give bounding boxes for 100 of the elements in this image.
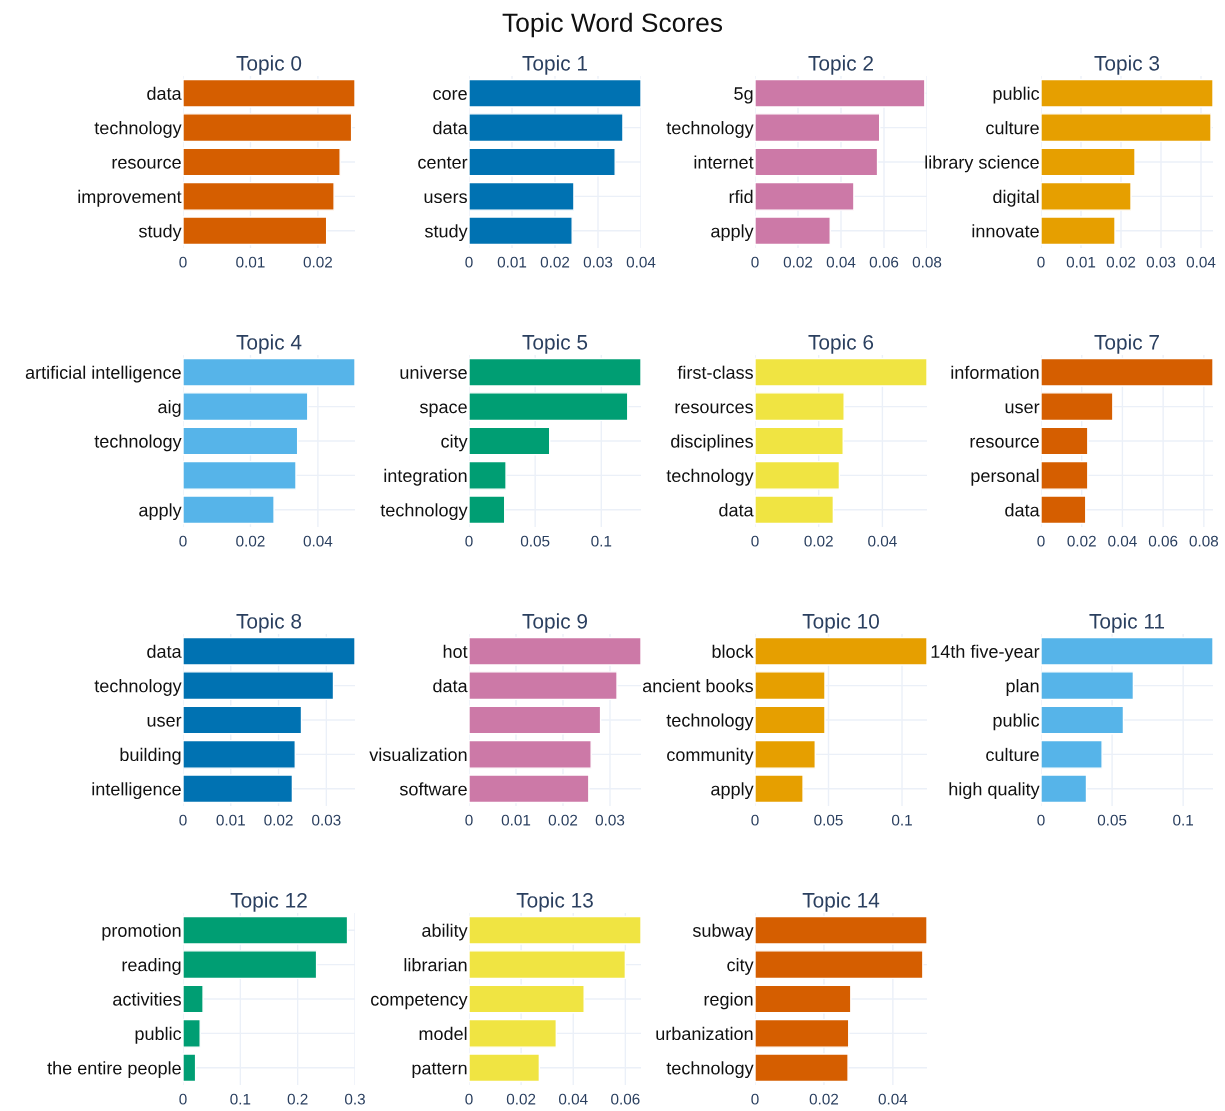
x-tick-label: 0 bbox=[465, 256, 473, 268]
x-tick-label: 0.05 bbox=[814, 814, 843, 826]
y-tick-label: technology bbox=[666, 468, 754, 486]
x-tick-label: 0 bbox=[1037, 814, 1045, 826]
bar bbox=[755, 1053, 849, 1083]
chart-title: Topic 0 bbox=[236, 55, 302, 75]
x-tick-label: 0.03 bbox=[595, 814, 625, 826]
y-tick-label: space bbox=[419, 403, 467, 417]
bar bbox=[1041, 78, 1213, 108]
y-tick-label: universe bbox=[400, 365, 467, 379]
y-tick-label: integration bbox=[384, 468, 467, 486]
y-tick-label: technology bbox=[94, 121, 182, 138]
y-tick-label: culture bbox=[986, 121, 1039, 135]
bar bbox=[183, 113, 353, 143]
y-tick-label: 5g bbox=[734, 87, 753, 104]
x-tick-label: 0.01 bbox=[1066, 256, 1096, 268]
x-tick-label: 0.1 bbox=[230, 1093, 251, 1105]
chart-title: Topic 7 bbox=[1094, 334, 1159, 354]
x-tick-label: 0.06 bbox=[869, 256, 899, 268]
bar bbox=[1041, 671, 1135, 701]
y-tick-label: data bbox=[1005, 503, 1040, 517]
bar bbox=[469, 181, 575, 211]
x-tick-label: 0 bbox=[1037, 256, 1045, 268]
bar bbox=[755, 1018, 850, 1048]
bar bbox=[183, 774, 294, 804]
bar bbox=[183, 426, 299, 456]
bar bbox=[469, 1018, 557, 1048]
chart-title: Topic 12 bbox=[230, 892, 307, 912]
y-tick-label: hot bbox=[443, 644, 468, 658]
x-tick-label: 0.01 bbox=[501, 814, 531, 826]
bar bbox=[1041, 113, 1212, 143]
bar bbox=[755, 984, 852, 1014]
chart-title: Topic 11 bbox=[1089, 613, 1165, 633]
y-tick-label: plan bbox=[1006, 679, 1039, 696]
x-tick-label: 0.02 bbox=[1106, 256, 1136, 268]
x-tick-label: 0 bbox=[465, 535, 473, 547]
x-tick-label: 0.06 bbox=[1148, 535, 1178, 547]
x-tick-label: 0 bbox=[179, 256, 187, 268]
bar bbox=[183, 181, 335, 211]
bar bbox=[755, 460, 841, 490]
bar bbox=[469, 915, 641, 945]
x-tick-label: 0.05 bbox=[520, 535, 550, 547]
y-tick-label: building bbox=[120, 747, 181, 765]
bar bbox=[755, 774, 804, 804]
bar bbox=[183, 705, 303, 735]
bar bbox=[755, 705, 826, 735]
chart-title: Topic 3 bbox=[1094, 55, 1160, 75]
x-tick-label: 0 bbox=[465, 814, 473, 826]
x-tick-label: 0.04 bbox=[868, 535, 897, 547]
bar bbox=[755, 739, 816, 769]
y-tick-label: core bbox=[433, 90, 467, 100]
x-tick-label: 0 bbox=[751, 535, 759, 547]
x-tick-label: 0.08 bbox=[912, 256, 942, 268]
x-tick-label: 0.02 bbox=[809, 1093, 839, 1105]
y-tick-label: data bbox=[433, 679, 468, 693]
bar bbox=[469, 426, 551, 456]
bar bbox=[183, 147, 341, 177]
bar bbox=[469, 357, 641, 387]
x-tick-label: 0.03 bbox=[583, 256, 613, 268]
y-tick-label: apply bbox=[711, 782, 754, 800]
y-tick-label: study bbox=[138, 224, 182, 242]
y-tick-label: urbanization bbox=[656, 1026, 753, 1041]
x-tick-label: 0.02 bbox=[506, 1093, 536, 1105]
y-tick-label: high quality bbox=[949, 782, 1040, 800]
bar bbox=[1041, 495, 1087, 525]
y-tick-label: technology bbox=[380, 503, 468, 521]
bar bbox=[183, 950, 318, 980]
y-tick-label: city bbox=[441, 434, 468, 452]
bar bbox=[469, 984, 585, 1014]
y-tick-label: ability bbox=[422, 923, 468, 941]
chart-title: Topic 14 bbox=[802, 892, 880, 912]
bar bbox=[469, 705, 602, 735]
y-tick-label: apply bbox=[711, 224, 754, 242]
bar bbox=[1041, 216, 1116, 246]
x-tick-label: 0 bbox=[179, 1093, 187, 1105]
bar bbox=[755, 426, 844, 456]
y-tick-label: technology bbox=[94, 679, 182, 696]
bar bbox=[1041, 774, 1088, 804]
y-tick-label: user bbox=[1005, 403, 1040, 414]
bar bbox=[469, 392, 629, 422]
chart-title: Topic 8 bbox=[236, 613, 302, 633]
y-tick-label: software bbox=[399, 782, 467, 796]
bar bbox=[469, 78, 641, 108]
bar bbox=[1041, 460, 1089, 490]
bar bbox=[183, 1018, 201, 1048]
x-tick-label: 0.04 bbox=[878, 1093, 908, 1105]
x-tick-label: 0 bbox=[179, 535, 187, 547]
x-tick-label: 0.02 bbox=[804, 535, 833, 547]
y-tick-label: artificial intelligence bbox=[25, 365, 181, 383]
bar bbox=[755, 392, 845, 422]
y-tick-label: pattern bbox=[412, 1062, 467, 1079]
y-tick-label: subway bbox=[692, 923, 754, 941]
y-tick-label: resource bbox=[970, 437, 1039, 448]
bar bbox=[469, 113, 624, 143]
bar bbox=[755, 216, 831, 246]
bar bbox=[183, 671, 335, 701]
y-tick-label: resource bbox=[112, 158, 181, 169]
y-tick-label: data bbox=[147, 644, 182, 658]
bar bbox=[1041, 426, 1089, 456]
y-tick-label: data bbox=[433, 121, 468, 135]
